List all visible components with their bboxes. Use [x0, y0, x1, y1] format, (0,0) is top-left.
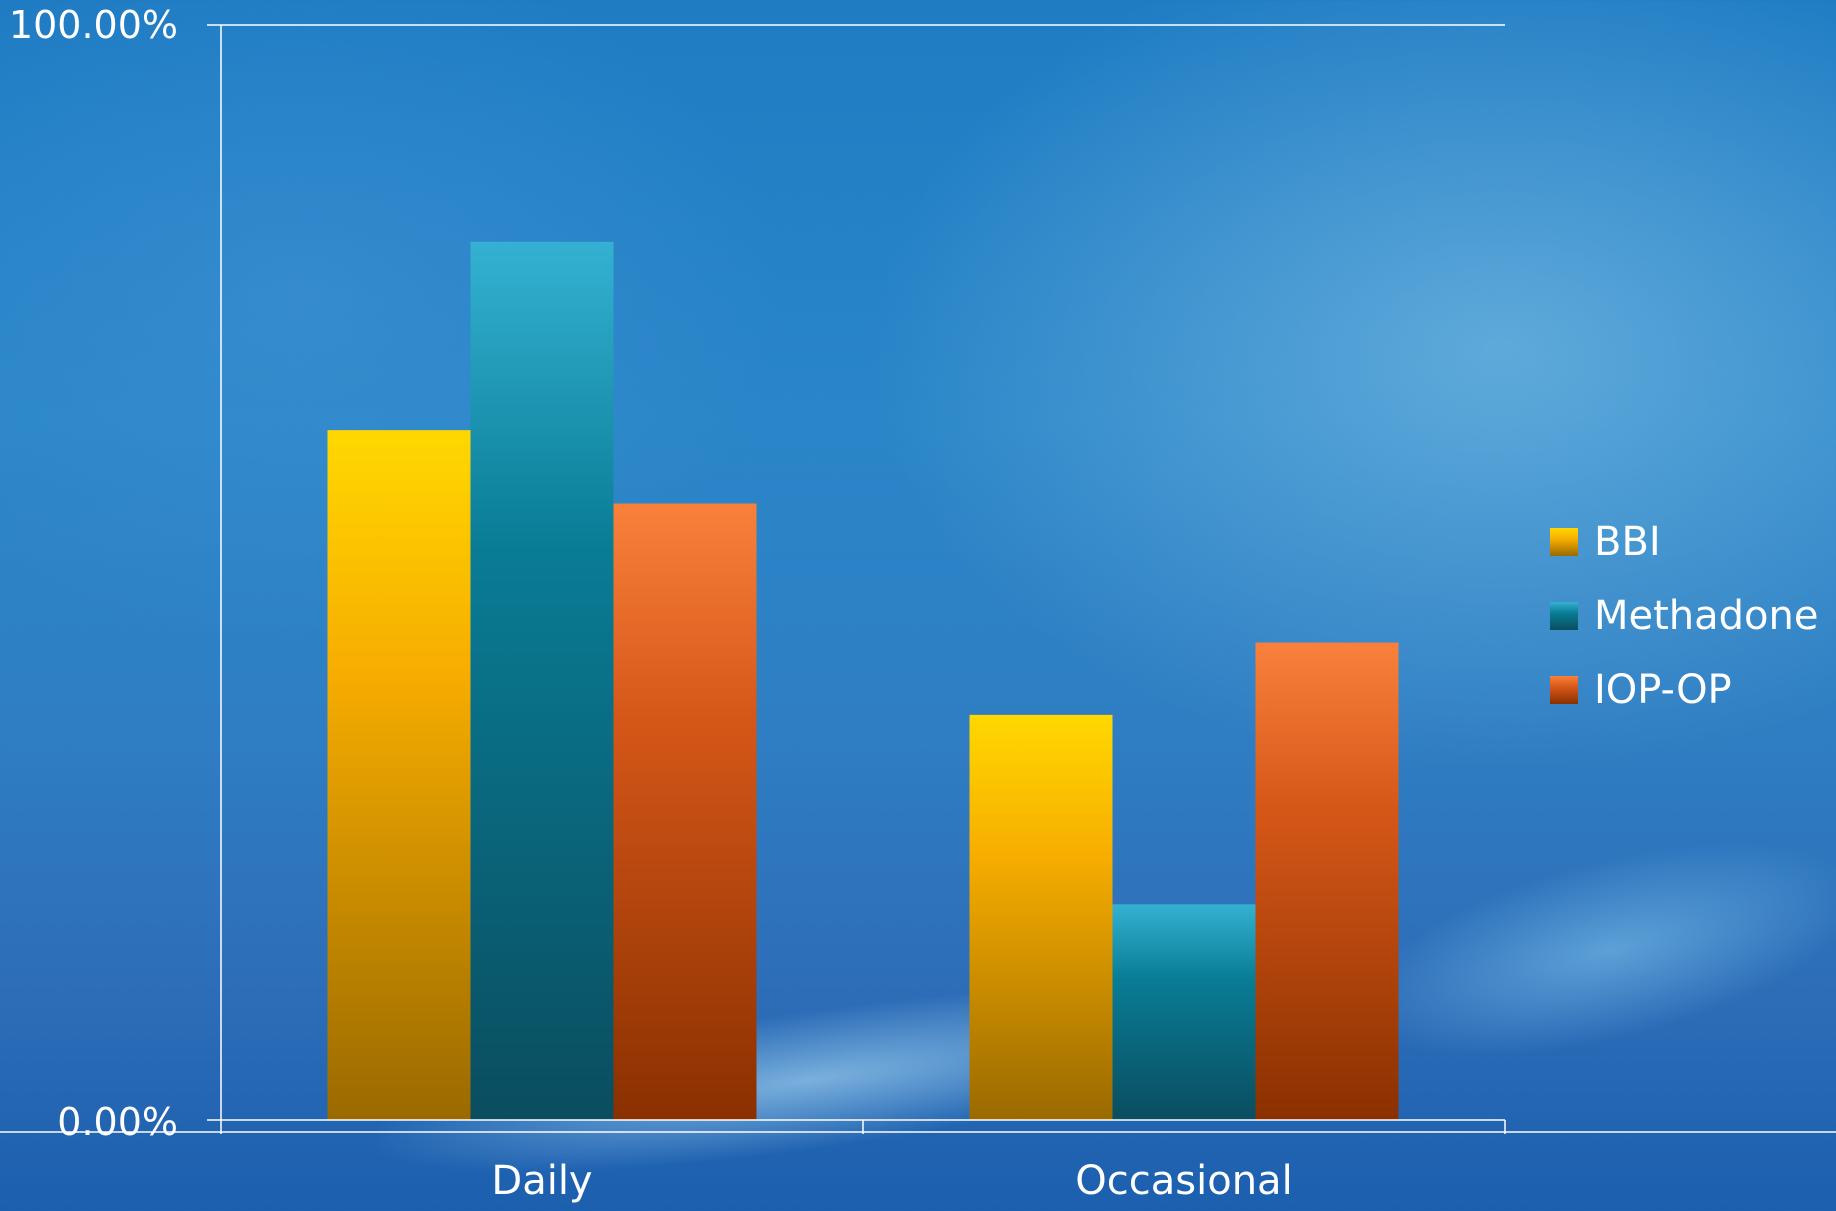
legend-swatch	[1550, 602, 1578, 630]
bar-iop-op-daily	[613, 503, 757, 1120]
legend-label: IOP-OP	[1594, 667, 1732, 713]
legend-item-bbi: BBI	[1550, 505, 1819, 579]
legend-item-iop-op: IOP-OP	[1550, 653, 1819, 727]
bar-methadone-daily	[470, 241, 614, 1120]
legend-swatch	[1550, 676, 1578, 704]
bar-iop-op-occasional	[1255, 642, 1399, 1120]
y-tick-label-min: 0.00%	[57, 1100, 178, 1144]
bars-layer	[327, 241, 1399, 1120]
ticks-layer	[207, 24, 1506, 1134]
bar-bbi-occasional	[969, 714, 1113, 1120]
y-tick-label-max: 100.00%	[9, 3, 178, 47]
bar-bbi-daily	[327, 430, 471, 1120]
bar-methadone-occasional	[1112, 904, 1256, 1120]
legend: BBI Methadone IOP-OP	[1550, 505, 1819, 727]
x-category-label-occasional: Occasional	[1075, 1158, 1292, 1204]
labels-layer: 100.00% 0.00% Daily Occasional	[9, 3, 1293, 1204]
legend-label: Methadone	[1594, 593, 1819, 639]
legend-swatch	[1550, 528, 1578, 556]
legend-label: BBI	[1594, 519, 1661, 565]
x-category-label-daily: Daily	[491, 1158, 592, 1204]
legend-item-methadone: Methadone	[1550, 579, 1819, 653]
